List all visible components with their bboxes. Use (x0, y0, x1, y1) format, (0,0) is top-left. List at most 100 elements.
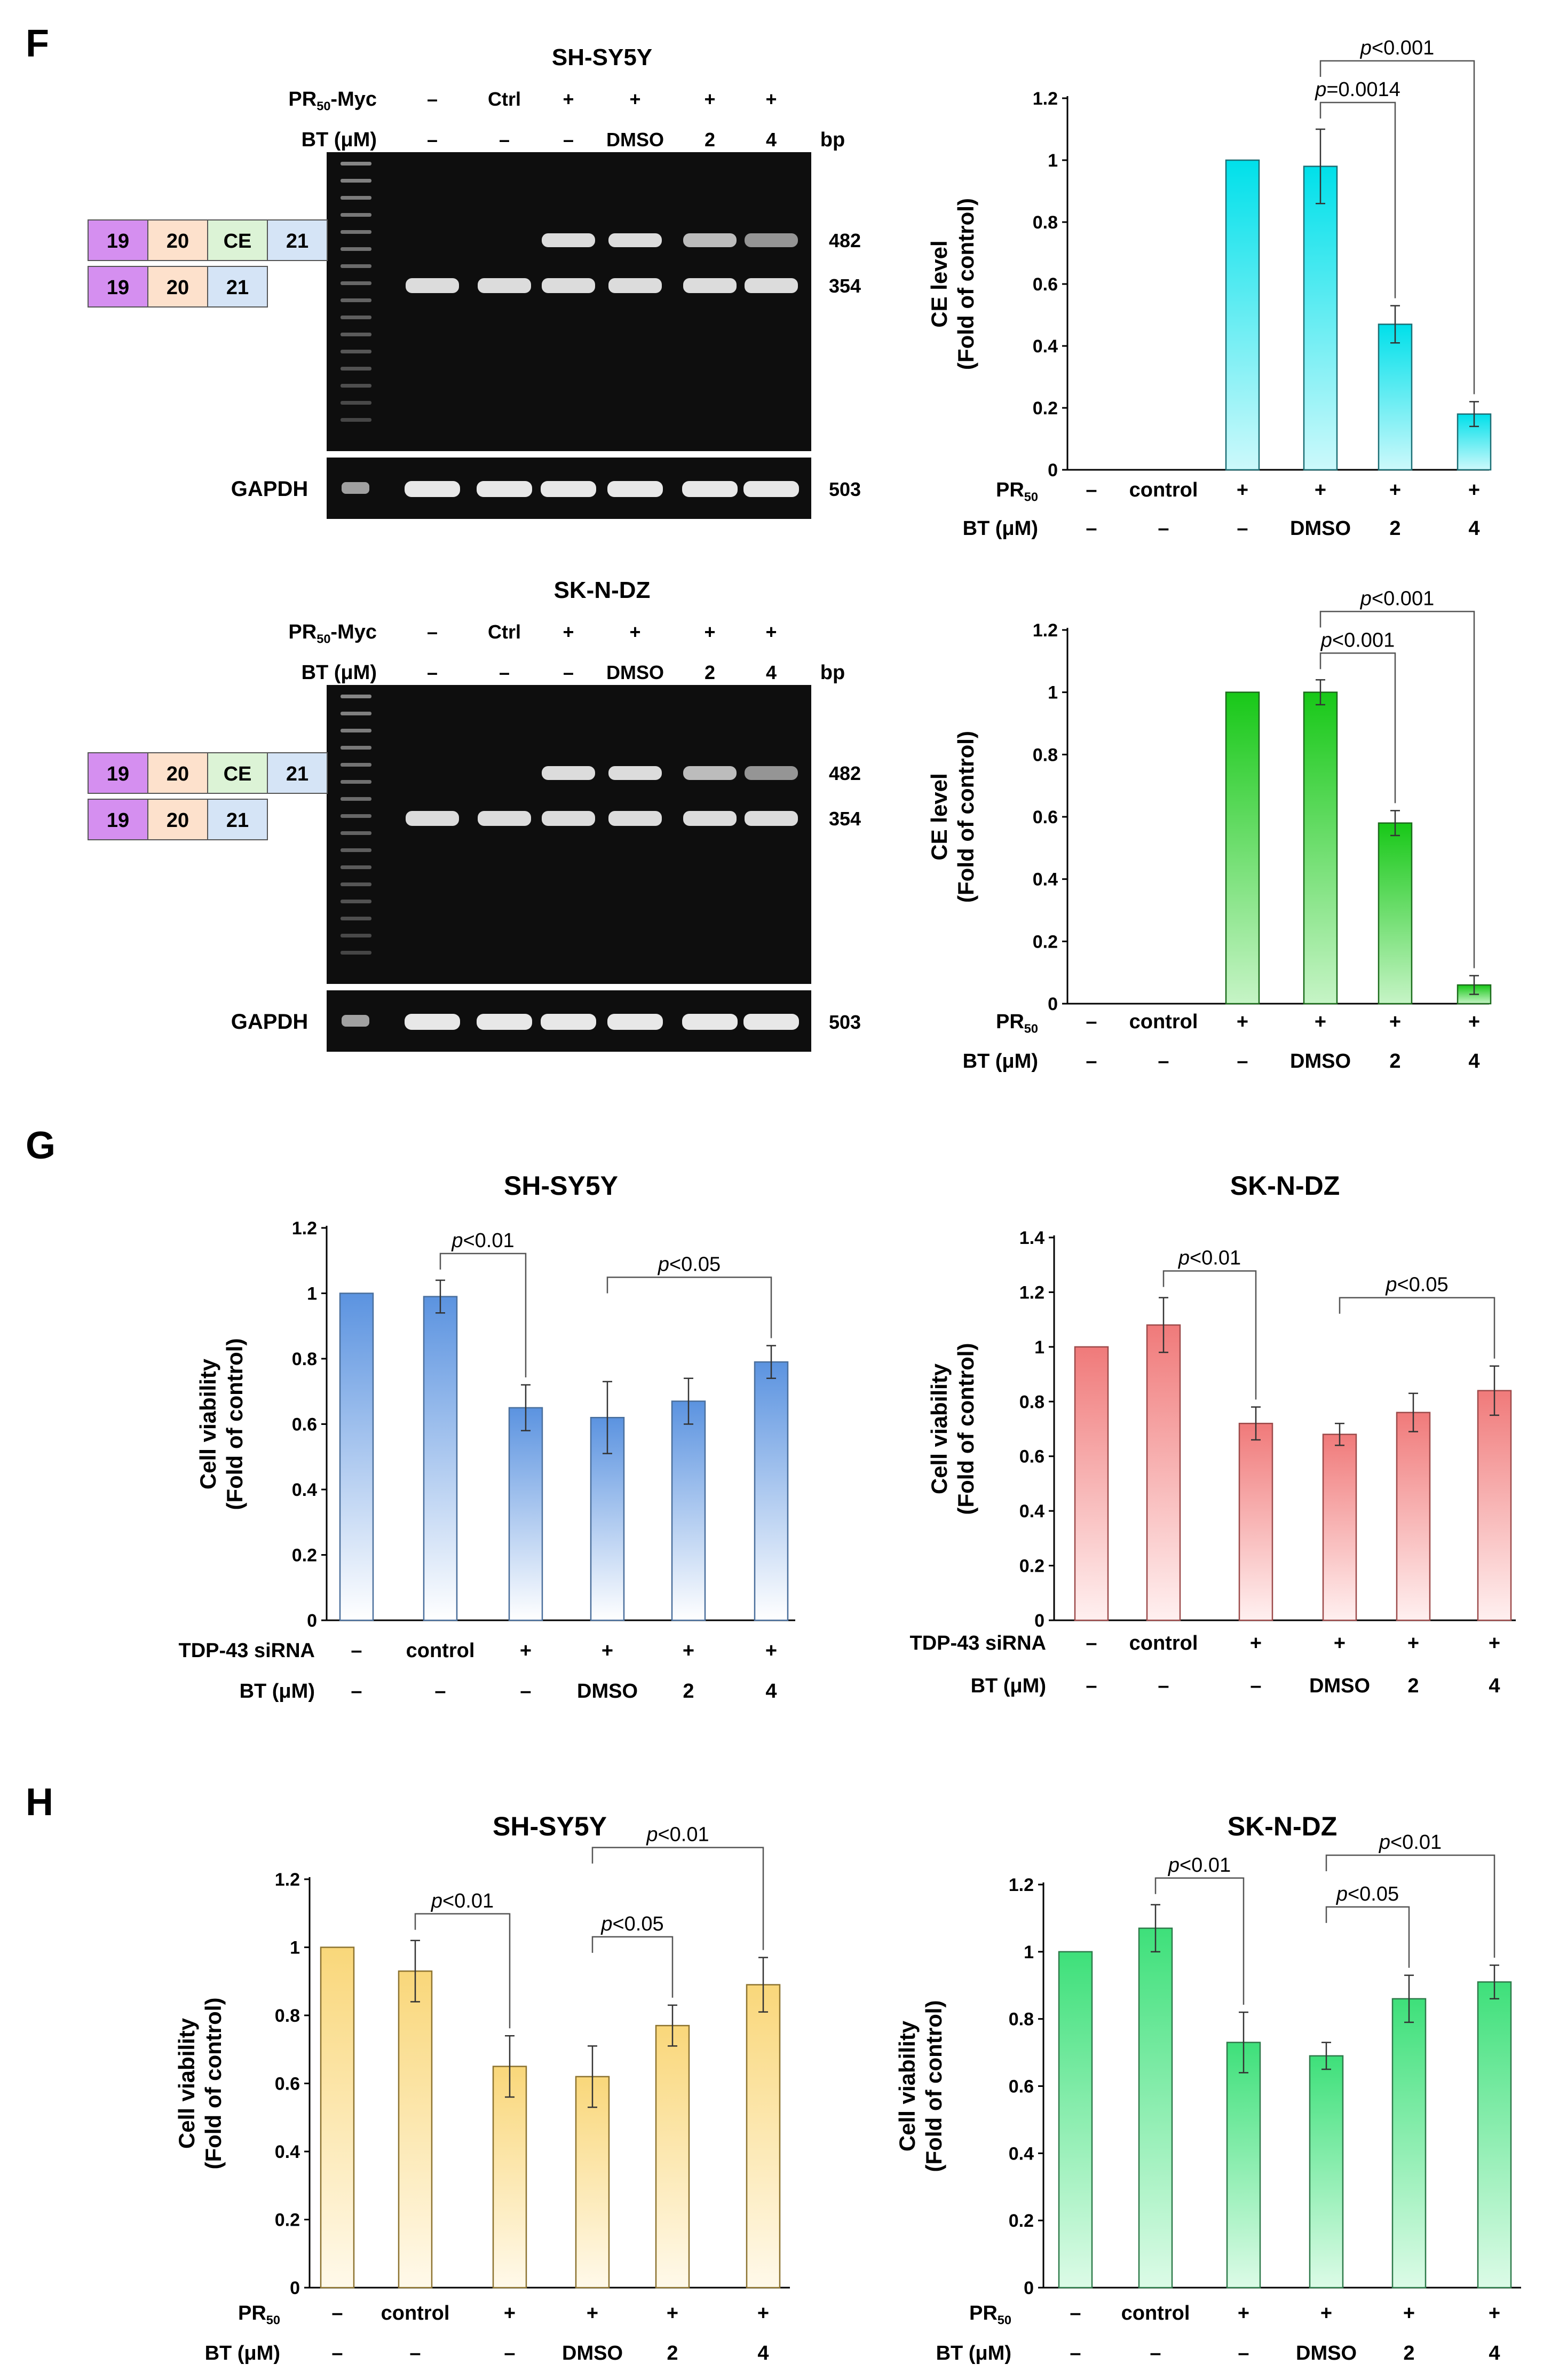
bar (1396, 1412, 1431, 1621)
blot-bt-lane-label: – (563, 661, 574, 683)
gel-band-lower (745, 278, 798, 293)
bt-label: – (1086, 1050, 1097, 1073)
condition-label: + (1407, 1632, 1419, 1654)
y-axis-label: Cell viability(Fold of control) (195, 1338, 247, 1510)
gapdh-band (541, 1014, 596, 1030)
exon-box (207, 799, 268, 840)
gapdh-band (682, 1014, 738, 1030)
condition-label: + (1250, 1632, 1262, 1654)
row-label-bt: BT (μM) (205, 2342, 280, 2365)
bt-label: – (504, 2342, 515, 2365)
y-tick-label: 0.6 (292, 1415, 317, 1435)
ladder-band (341, 797, 371, 801)
bar (1303, 166, 1338, 471)
y-tick-label: 1.4 (1019, 1228, 1044, 1248)
blot-row-label-pr: PR50-Myc (288, 88, 377, 113)
blot-bt-lane-label: – (427, 661, 438, 683)
band-size-482: 482 (829, 230, 861, 251)
condition-label: + (765, 1640, 777, 1662)
row-label-bt: BT (μM) (971, 1675, 1046, 1697)
y-tick-label: 0 (1024, 2278, 1034, 2298)
bt-label: 4 (1468, 1050, 1479, 1073)
panel-letter-h: H (26, 1781, 53, 1824)
blot-pr-lane-label: + (704, 621, 715, 643)
y-tick-label: 0.2 (1033, 398, 1058, 419)
bar (575, 2076, 610, 2289)
blot-bt-lane-label: 4 (766, 129, 777, 151)
condition-label: + (1334, 1632, 1346, 1654)
significance-bracket (1154, 1877, 1245, 2005)
y-tick-label: 0.6 (275, 2074, 300, 2094)
condition-label: – (1086, 1011, 1097, 1033)
y-tick-label: 1 (1024, 1942, 1034, 1963)
gel-band-lower (542, 278, 595, 293)
blot-pr-lane-label: + (629, 621, 640, 643)
ladder-band (341, 247, 371, 251)
p-value-label: p<0.05 (1336, 1883, 1399, 1905)
gel-blot-sk-n-dz: SK-N-DZ PR50-Myc BT (μM) – – Ctrl – + – + DMSO +2 +4… (88, 577, 861, 1052)
blot-pr-lane-label: Ctrl (488, 621, 521, 643)
condition-label: + (1315, 1011, 1326, 1033)
ladder-band (341, 814, 371, 818)
bar (1225, 691, 1260, 1005)
ladder-band (341, 213, 371, 217)
condition-label: control (1121, 2302, 1190, 2324)
exon-label: 19 (107, 230, 129, 253)
y-tick-label: 1 (290, 1938, 300, 1958)
y-tick-label: 1.2 (1033, 89, 1058, 109)
band-size-354: 354 (829, 275, 861, 297)
y-tick-label: 1 (1048, 683, 1058, 703)
condition-label: + (1489, 1632, 1500, 1654)
y-axis-label: Cell viability(Fold of control) (927, 1343, 978, 1515)
blot-title: SH-SY5Y (552, 44, 652, 70)
bt-label: – (1250, 1675, 1261, 1697)
bar (671, 1400, 706, 1621)
exon-box (88, 219, 148, 261)
ladder-band (341, 746, 371, 750)
exon-label: 21 (226, 809, 249, 832)
condition-label: control (406, 1640, 475, 1662)
bar (754, 1361, 789, 1621)
exon-label: 20 (167, 277, 189, 299)
bar (1322, 1433, 1357, 1621)
bar (1074, 1346, 1109, 1621)
gel-band-upper (542, 233, 595, 247)
bt-label: – (1150, 2342, 1161, 2365)
bt-label: DMSO (1309, 1675, 1370, 1697)
bt-label: 2 (1389, 517, 1400, 540)
exon-label: 19 (107, 809, 129, 832)
y-tick-label: 0.4 (1033, 870, 1058, 890)
bt-label: – (1158, 517, 1169, 540)
y-tick-label: 1.2 (1019, 1282, 1044, 1303)
y-tick-label: 1 (1048, 151, 1058, 171)
exon-label: 20 (167, 809, 189, 832)
significance-bracket (1319, 60, 1475, 395)
exon-box (147, 266, 208, 308)
y-tick-label: 0.2 (1019, 1556, 1044, 1577)
gel-band-lower (745, 811, 798, 826)
exon-label: 21 (286, 763, 308, 785)
ladder-band (341, 281, 371, 285)
exon-box (267, 752, 328, 794)
row-label-bt: BT (μM) (963, 517, 1038, 540)
y-axis-label: Cell viability(Fold of control) (895, 2000, 946, 2172)
bar (1391, 1998, 1427, 2289)
ladder-band (341, 316, 371, 319)
y-tick-label: 0 (1034, 1611, 1044, 1631)
blot-bt-lane-label: 2 (705, 129, 715, 151)
panel-letter-g: G (26, 1124, 56, 1167)
condition-label: – (1086, 1632, 1097, 1654)
exon-label: 20 (167, 230, 189, 253)
bar (1309, 2055, 1344, 2289)
p-value-label: p<0.001 (1360, 587, 1434, 610)
exon-box (147, 799, 208, 840)
ladder-band (341, 934, 371, 937)
gel-band-lower (683, 811, 737, 826)
bar (1378, 822, 1413, 1005)
exon-label: 19 (107, 277, 129, 299)
condition-label: + (1468, 479, 1480, 501)
bar (492, 2066, 527, 2289)
ladder-band (341, 695, 371, 698)
bar (1477, 1390, 1512, 1621)
bt-label: – (1237, 1050, 1248, 1073)
